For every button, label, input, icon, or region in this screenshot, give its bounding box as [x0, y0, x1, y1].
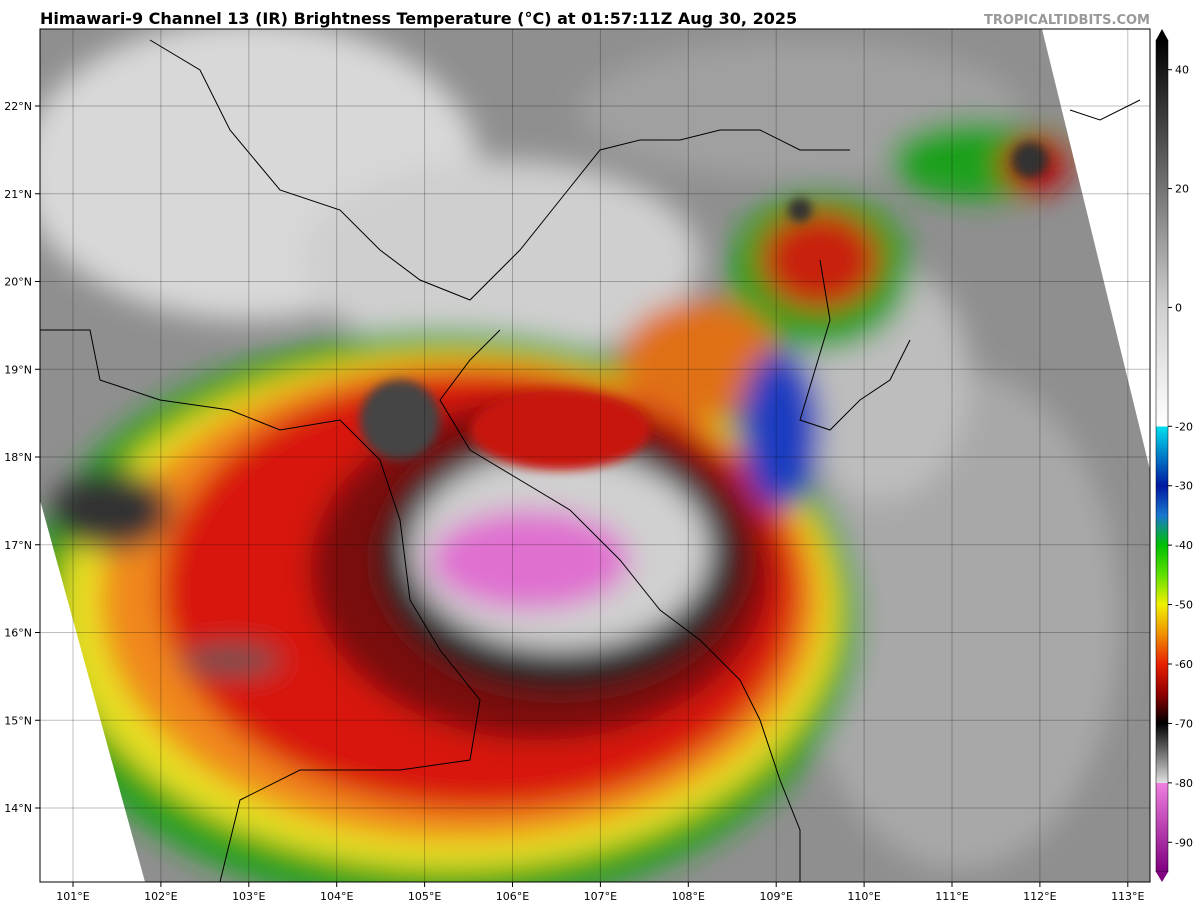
colorbar-tick-label: 0 — [1175, 301, 1182, 314]
lon-label: 102°E — [144, 890, 177, 903]
colorbar-ticks: 40 20 0 -20 -30 -40 -50 -60 -70 -80 -90 — [1168, 64, 1193, 849]
lon-label: 112°E — [1023, 890, 1056, 903]
colorbar-tick-label: -60 — [1175, 658, 1193, 671]
colorbar-extend-bottom — [1156, 872, 1168, 882]
lon-label: 110°E — [847, 890, 880, 903]
colorbar-tick-label: -90 — [1175, 836, 1193, 849]
lon-label: 101°E — [56, 890, 89, 903]
lon-label: 106°E — [496, 890, 529, 903]
lat-label: 17°N — [4, 539, 32, 552]
lat-label: 22°N — [4, 100, 32, 113]
lon-label: 109°E — [759, 890, 792, 903]
map-frame — [39, 28, 1151, 883]
coastlines — [40, 39, 1141, 882]
source: TROPICALTIDBITS.COM — [984, 13, 1150, 28]
axes: 22°N 21°N 20°N 19°N 18°N 17°N 16°N 15°N 14°N 101°… — [4, 100, 1144, 903]
colorbar-tick-label: -80 — [1175, 777, 1193, 790]
colorbar-tick-label: 40 — [1175, 64, 1189, 77]
colorbar-tick-label: -70 — [1175, 717, 1193, 730]
lat-label: 19°N — [4, 363, 32, 376]
colorbar-tick-label: -50 — [1175, 599, 1193, 612]
lon-label: 104°E — [320, 890, 353, 903]
lon-label: 111°E — [935, 890, 968, 903]
colorbar-tick-label: -30 — [1175, 480, 1193, 493]
lon-label: 108°E — [672, 890, 705, 903]
colorbar-extend-top — [1156, 29, 1168, 40]
lat-label: 16°N — [4, 627, 32, 640]
lon-label: 105°E — [408, 890, 441, 903]
title: Himawari-9 Channel 13 (IR) Brightness Te… — [40, 9, 797, 28]
colorbar-tick-label: -40 — [1175, 539, 1193, 552]
lat-label: 18°N — [4, 451, 32, 464]
lon-label: 113°E — [1111, 890, 1144, 903]
lon-label: 103°E — [232, 890, 265, 903]
lat-label: 20°N — [4, 276, 32, 289]
lon-label: 107°E — [584, 890, 617, 903]
satellite-image — [40, 29, 1150, 882]
lat-label: 21°N — [4, 188, 32, 201]
colorbar — [1155, 39, 1169, 873]
lat-label: 15°N — [4, 714, 32, 727]
graticule — [40, 29, 1150, 882]
colorbar-tick-label: 20 — [1175, 183, 1189, 196]
lat-label: 14°N — [4, 802, 32, 815]
colorbar-tick-label: -20 — [1175, 420, 1193, 433]
